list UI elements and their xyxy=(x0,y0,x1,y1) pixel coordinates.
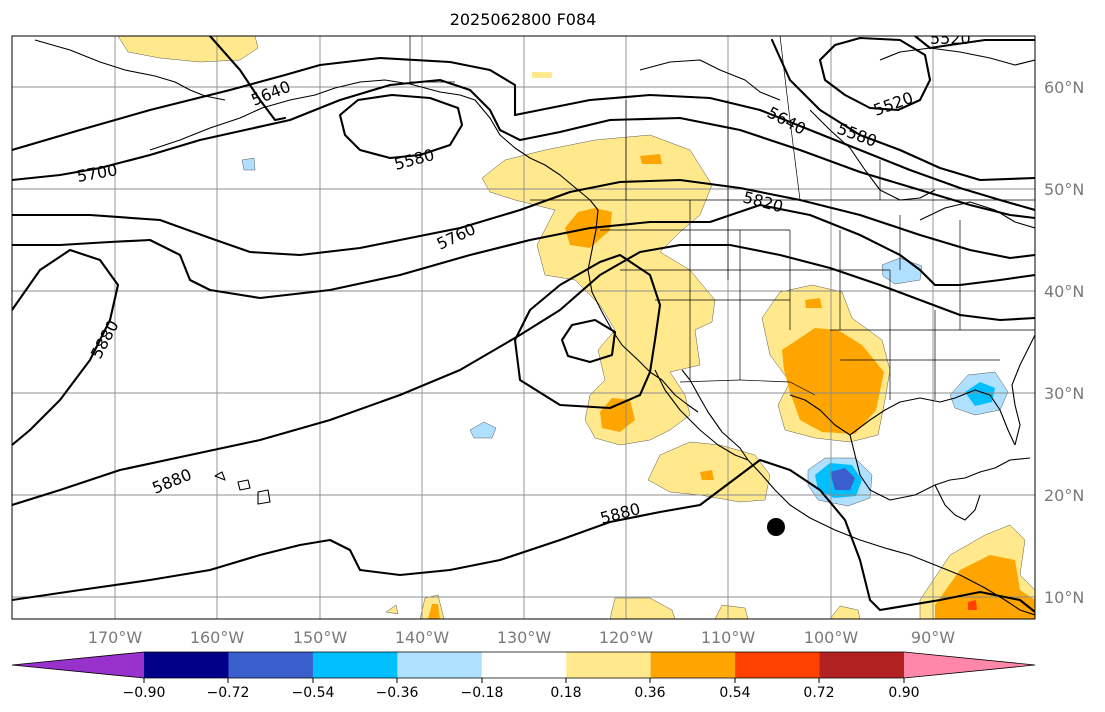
contour-5580-low xyxy=(338,93,464,160)
coast-hawaii xyxy=(214,471,271,505)
shade-mexico-orange xyxy=(700,470,714,480)
contour-5880-main xyxy=(12,243,1035,507)
lat-tick-label: 30°N xyxy=(1044,384,1084,403)
location-marker xyxy=(767,518,785,536)
shade-bottom-3 xyxy=(714,604,749,619)
contour-5640-alaska xyxy=(208,36,287,122)
shade-texas-orange-small xyxy=(805,298,822,308)
map-background xyxy=(12,36,1035,619)
shade-bottom-4 xyxy=(829,605,861,619)
colorbar-tick-label: 0.36 xyxy=(634,685,665,701)
lat-tick-label: 50°N xyxy=(1044,180,1084,199)
lon-tick-label: 140°W xyxy=(395,628,450,647)
lat-tick-label: 40°N xyxy=(1044,282,1084,301)
colorbar-tick-label: 0.72 xyxy=(803,685,834,701)
coast-arctic xyxy=(639,59,781,101)
colorbar-segment xyxy=(481,652,567,678)
colorbar-segment xyxy=(312,652,398,678)
colorbar-segment xyxy=(144,652,229,678)
lon-tick-label: 170°W xyxy=(88,628,143,647)
lat-tick-label: 10°N xyxy=(1044,588,1084,607)
shade-bottom-5 xyxy=(385,604,399,615)
colorbar-ticks xyxy=(143,678,905,683)
coast-west-us xyxy=(587,209,699,413)
lon-axis: 170°W 160°W 150°W 140°W 130°W 120°W 110°… xyxy=(88,628,955,647)
contour-5640-1 xyxy=(12,56,517,152)
colorbar-tick-label: 0.18 xyxy=(550,685,581,701)
lon-tick-label: 150°W xyxy=(293,628,348,647)
map-frame xyxy=(11,35,1036,620)
colorbar-tick-label: 0.54 xyxy=(719,685,750,701)
figure-title: 2025062800 F084 xyxy=(450,10,597,29)
shade-small-ak xyxy=(532,72,552,78)
colorbar: −0.90 −0.72 −0.54 −0.36 −0.18 0.18 0.36 … xyxy=(11,651,1036,701)
lon-tick-label: 100°W xyxy=(804,628,859,647)
shade-blue-southeast-2 xyxy=(965,382,995,406)
contour-5880-left xyxy=(12,248,120,447)
coast-gulf xyxy=(789,389,1016,446)
colorbar-segment xyxy=(228,652,314,678)
contour-5760 xyxy=(12,178,1035,260)
shade-alaska-top xyxy=(117,36,259,63)
colorbar-tick-label: −0.90 xyxy=(123,685,166,701)
colorbar-segment xyxy=(735,652,821,678)
shade-texas-orange xyxy=(782,328,884,434)
shade-west-orange-3 xyxy=(640,154,662,164)
lon-tick-label: 160°W xyxy=(190,628,245,647)
contour-5700 xyxy=(12,78,1035,220)
coast-hudson xyxy=(809,109,936,201)
contour-5820 xyxy=(12,203,1035,300)
shaded-regions xyxy=(117,36,1035,619)
coast-canada-east xyxy=(919,201,1035,229)
lat-axis: 60°N 50°N 40°N 30°N 20°N 10°N xyxy=(1044,78,1084,607)
contour-5520-loop xyxy=(818,36,932,112)
colorbar-tick-label: −0.54 xyxy=(292,685,335,701)
contour-5580-east xyxy=(770,38,1035,182)
lon-tick-label: 130°W xyxy=(497,628,552,647)
colorbar-segment xyxy=(397,652,483,678)
colorbar-tick-label: 0.90 xyxy=(888,685,919,701)
lon-tick-label: 120°W xyxy=(599,628,654,647)
colorbar-tick-label: −0.18 xyxy=(461,685,504,701)
coast-alaska-north xyxy=(34,39,226,101)
graticule xyxy=(12,36,1035,619)
shade-bottom-1o xyxy=(428,604,440,619)
contour-label: 5520 xyxy=(930,29,971,48)
shade-blue-mexico-3 xyxy=(830,468,855,490)
lat-tick-label: 20°N xyxy=(1044,486,1084,505)
shade-blue-alaska xyxy=(241,157,256,171)
shade-ca-red xyxy=(968,600,977,610)
height-contours xyxy=(12,36,1035,614)
colorbar-segment xyxy=(566,652,652,678)
lon-tick-label: 110°W xyxy=(701,628,756,647)
contour-5880-mid xyxy=(513,253,662,410)
contour-5880-low-loop xyxy=(560,318,617,364)
colorbar-segment xyxy=(819,652,905,678)
coast-yucatan xyxy=(934,484,981,521)
lon-tick-label: 90°W xyxy=(911,628,955,647)
colorbar-tick-label: −0.72 xyxy=(207,685,250,701)
contour-5520-ne xyxy=(913,36,1035,50)
contour-5640-2 xyxy=(513,93,1035,212)
coast-alaska-peninsula xyxy=(149,79,599,211)
colorbar-extend-low xyxy=(12,652,144,678)
coast-east-us xyxy=(1011,334,1035,446)
colorbar-tick-label: −0.36 xyxy=(376,685,419,701)
colorbar-segments xyxy=(12,652,1035,678)
colorbar-labels: −0.90 −0.72 −0.54 −0.36 −0.18 0.18 0.36 … xyxy=(123,685,920,701)
contour-5880-south xyxy=(12,458,1035,614)
colorbar-extend-high xyxy=(904,652,1035,678)
map-panel: 5520 5520 5580 5580 5640 5640 5700 5760 … xyxy=(11,29,1036,620)
shade-west-coast xyxy=(481,134,716,446)
colorbar-segment xyxy=(650,652,736,678)
lat-tick-label: 60°N xyxy=(1044,78,1084,97)
shade-blue-pacific xyxy=(469,421,497,439)
coast-islands-north xyxy=(879,47,1035,66)
